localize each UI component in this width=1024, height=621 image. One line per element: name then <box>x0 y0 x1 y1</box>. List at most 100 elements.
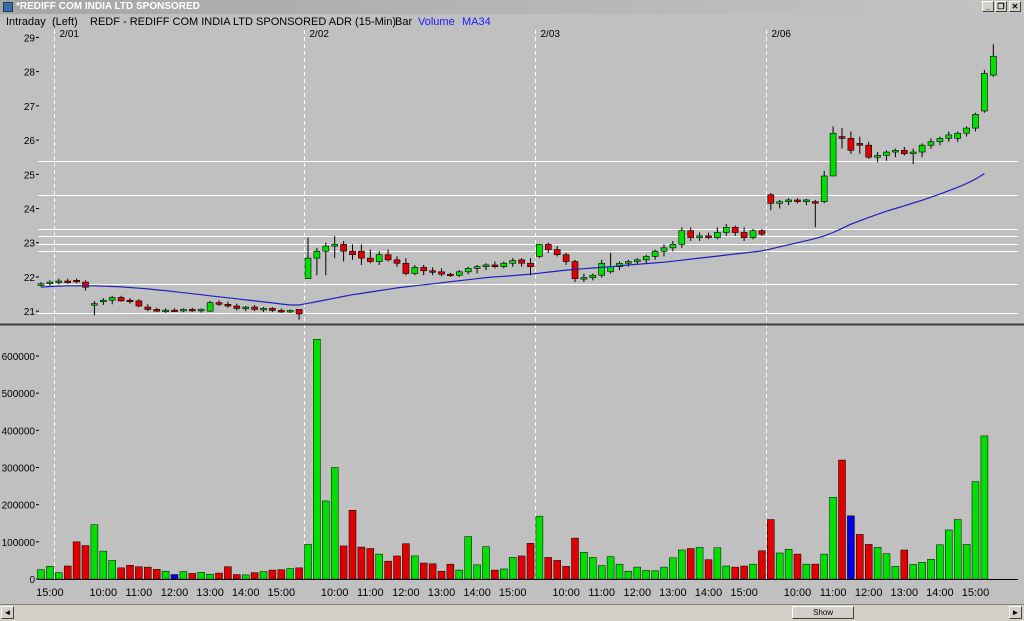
time-tick-label: 14:00 <box>695 587 723 599</box>
volume-tick-label: 200000 <box>2 501 36 512</box>
volume-bar <box>259 571 268 580</box>
time-tick-label: 14:00 <box>926 587 954 599</box>
volume-bar <box>384 560 392 580</box>
candle-body <box>455 271 463 276</box>
time-tick-label: 11:00 <box>820 587 847 599</box>
candle-body <box>669 244 677 249</box>
horizontal-scrollbar[interactable]: ◄ Show ► <box>0 604 1024 621</box>
volume-bar <box>624 570 633 580</box>
candle-body <box>909 151 917 155</box>
volume-bar <box>829 496 837 580</box>
price-tick-label: 24 <box>24 205 36 216</box>
time-tick-label: 13:00 <box>891 587 919 599</box>
candle-body <box>162 309 169 312</box>
candle-body <box>224 304 232 307</box>
volume-bar <box>802 563 811 580</box>
candle-body <box>117 297 125 302</box>
volume-bar <box>304 544 312 580</box>
volume-bar <box>882 553 891 580</box>
date-label: 2/03 <box>541 30 561 40</box>
volume-bar <box>597 565 606 580</box>
chart-canvas[interactable]: 21 22 23 24 25 26 27 28 29 2/01 2/02 2/03 2/06 0 100… <box>0 30 1024 604</box>
ma-indicator-label[interactable]: MA34 <box>462 16 491 28</box>
restore-button[interactable]: ❐ <box>995 1 1007 12</box>
volume-bar <box>233 574 241 580</box>
candle-body <box>189 309 196 312</box>
time-tick-label: 14:00 <box>463 587 491 599</box>
time-tick-label: 15:00 <box>268 587 296 599</box>
time-tick-label: 12:00 <box>161 587 189 599</box>
volume-indicator-label[interactable]: Volume <box>418 16 455 28</box>
volume-bar <box>740 565 748 580</box>
candle-body <box>883 151 890 156</box>
candle-body <box>660 247 668 252</box>
scroll-right-arrow-icon[interactable]: ► <box>1009 606 1022 619</box>
close-button[interactable]: ✕ <box>1009 1 1021 12</box>
candle-body <box>589 274 597 278</box>
volume-bar <box>437 570 446 580</box>
candle-body <box>749 230 757 238</box>
candle-body <box>500 262 508 267</box>
time-tick-label: 13:00 <box>428 587 456 599</box>
volume-bar <box>419 562 428 580</box>
candle-body <box>286 310 294 313</box>
volume-bar <box>206 573 214 580</box>
candle-body <box>171 309 178 312</box>
volume-bar <box>375 553 383 580</box>
candle-body <box>687 230 695 238</box>
volume-bar <box>873 547 882 580</box>
candle-body <box>829 132 837 177</box>
candle-body <box>598 262 606 276</box>
volume-bar <box>704 559 713 580</box>
volume-bar <box>144 566 152 580</box>
volume-bar <box>491 569 499 580</box>
volume-bar <box>580 551 588 580</box>
volume-bar <box>669 557 677 580</box>
volume-bar <box>108 560 116 580</box>
candle-body <box>722 227 730 233</box>
candle-body <box>482 264 490 267</box>
volume-bar <box>971 481 980 580</box>
volume-bar <box>615 563 624 580</box>
candle-body <box>180 309 187 312</box>
candle-body <box>678 230 686 245</box>
date-label: 2/02 <box>310 30 330 40</box>
minimize-button[interactable]: _ <box>982 1 994 12</box>
time-tick-label: 12:00 <box>392 587 420 599</box>
volume-bar <box>286 568 294 580</box>
volume-bar <box>464 536 472 580</box>
candle-body <box>393 259 401 264</box>
price-tick-label: 23 <box>24 239 36 250</box>
candle-body <box>527 262 534 267</box>
candle-body <box>954 132 962 139</box>
candle-body <box>963 127 970 134</box>
scroll-thumb[interactable]: Show <box>792 606 854 619</box>
volume-bar <box>553 560 561 580</box>
volume-bar <box>918 562 926 580</box>
volume-bar <box>161 570 170 580</box>
ma34-layer <box>40 173 985 306</box>
candle-body <box>820 175 828 202</box>
candle-body <box>215 302 223 305</box>
volume-axis: 0 100000 200000 300000 400000 500000 600000 <box>2 352 39 586</box>
volume-bar <box>936 544 944 580</box>
candle-body <box>313 250 321 259</box>
candle-body <box>135 300 143 307</box>
volume-bar <box>784 549 793 580</box>
price-tick-label: 21 <box>24 307 36 318</box>
volume-bar <box>713 547 722 580</box>
candle-body <box>625 261 632 264</box>
scroll-left-arrow-icon[interactable]: ◄ <box>1 606 14 619</box>
day-separators <box>54 30 767 579</box>
candle-body <box>989 55 997 76</box>
time-tick-label: 10:00 <box>552 587 580 599</box>
volume-bar <box>838 459 846 580</box>
volume-bar <box>330 467 339 580</box>
candle-body <box>91 303 98 306</box>
candle-body <box>945 134 953 139</box>
time-tick-label: 10:00 <box>90 587 118 599</box>
volume-bar <box>953 519 962 580</box>
candle-body <box>616 262 623 267</box>
candle-body <box>518 259 525 264</box>
volume-tick-label: 600000 <box>2 352 36 363</box>
